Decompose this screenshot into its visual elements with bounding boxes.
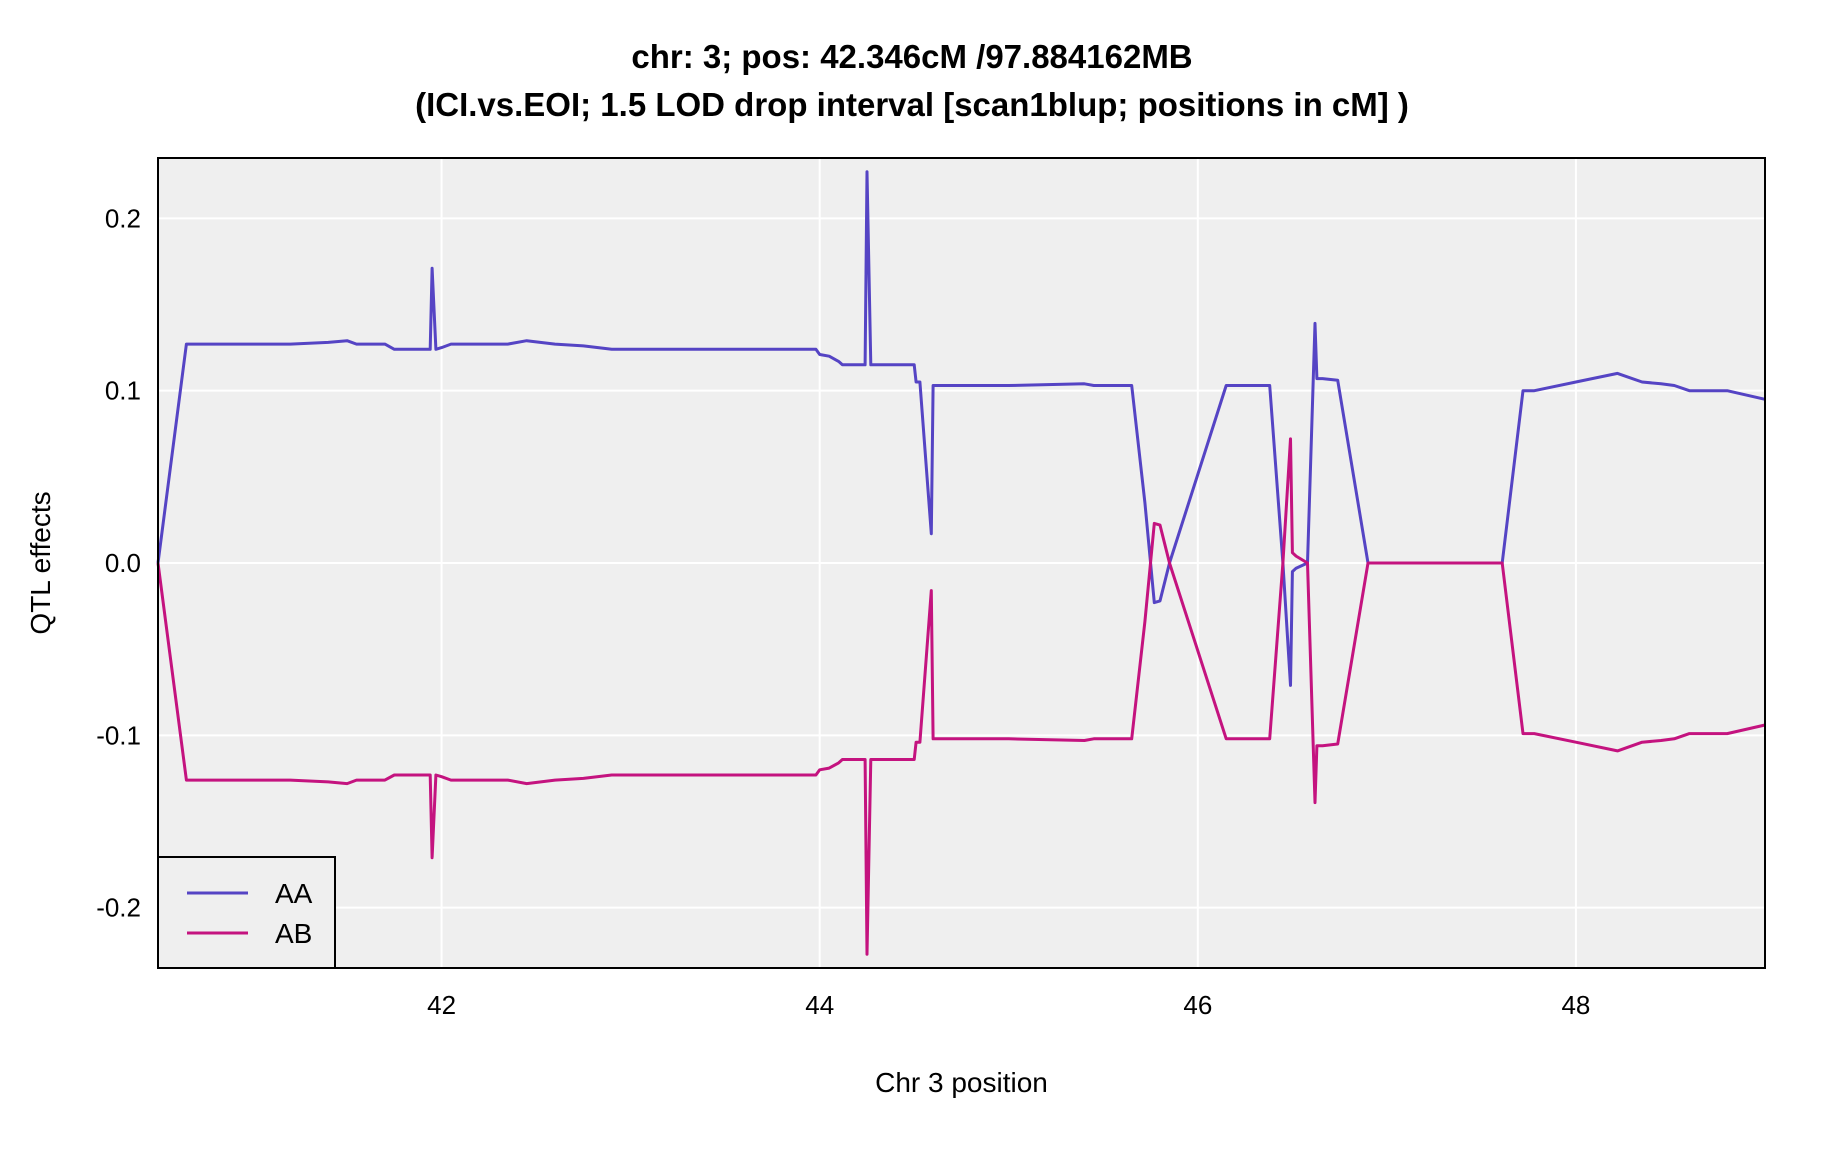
y-tick-label: -0.2 (96, 893, 141, 923)
x-tick-label: 48 (1561, 990, 1590, 1020)
y-tick-label: -0.1 (96, 720, 141, 750)
legend-label-aa: AA (275, 878, 313, 909)
series-lines (156, 170, 1766, 956)
x-axis-ticks: 42 44 46 48 (427, 990, 1590, 1020)
x-tick-label: 42 (427, 990, 456, 1020)
legend-box (157, 856, 336, 969)
y-axis-label: QTL effects (25, 491, 56, 634)
series-line-ab (156, 437, 1766, 956)
x-tick-label: 46 (1183, 990, 1212, 1020)
legend-label-ab: AB (275, 918, 312, 949)
x-tick-label: 44 (805, 990, 834, 1020)
y-axis-ticks: -0.2 -0.1 0.0 0.1 0.2 (96, 203, 141, 922)
chart-subtitle: (ICI.vs.EOI; 1.5 LOD drop interval [scan… (415, 86, 1409, 123)
plot-frame (157, 157, 1766, 969)
chart-title: chr: 3; pos: 42.346cM /97.884162MB (631, 38, 1193, 75)
grid-lines (158, 158, 1765, 968)
y-tick-label: 0.2 (105, 203, 141, 233)
legend: AA AB (157, 856, 336, 969)
x-axis-label: Chr 3 position (875, 1067, 1048, 1098)
y-tick-label: 0.0 (105, 548, 141, 578)
y-tick-label: 0.1 (105, 376, 141, 406)
